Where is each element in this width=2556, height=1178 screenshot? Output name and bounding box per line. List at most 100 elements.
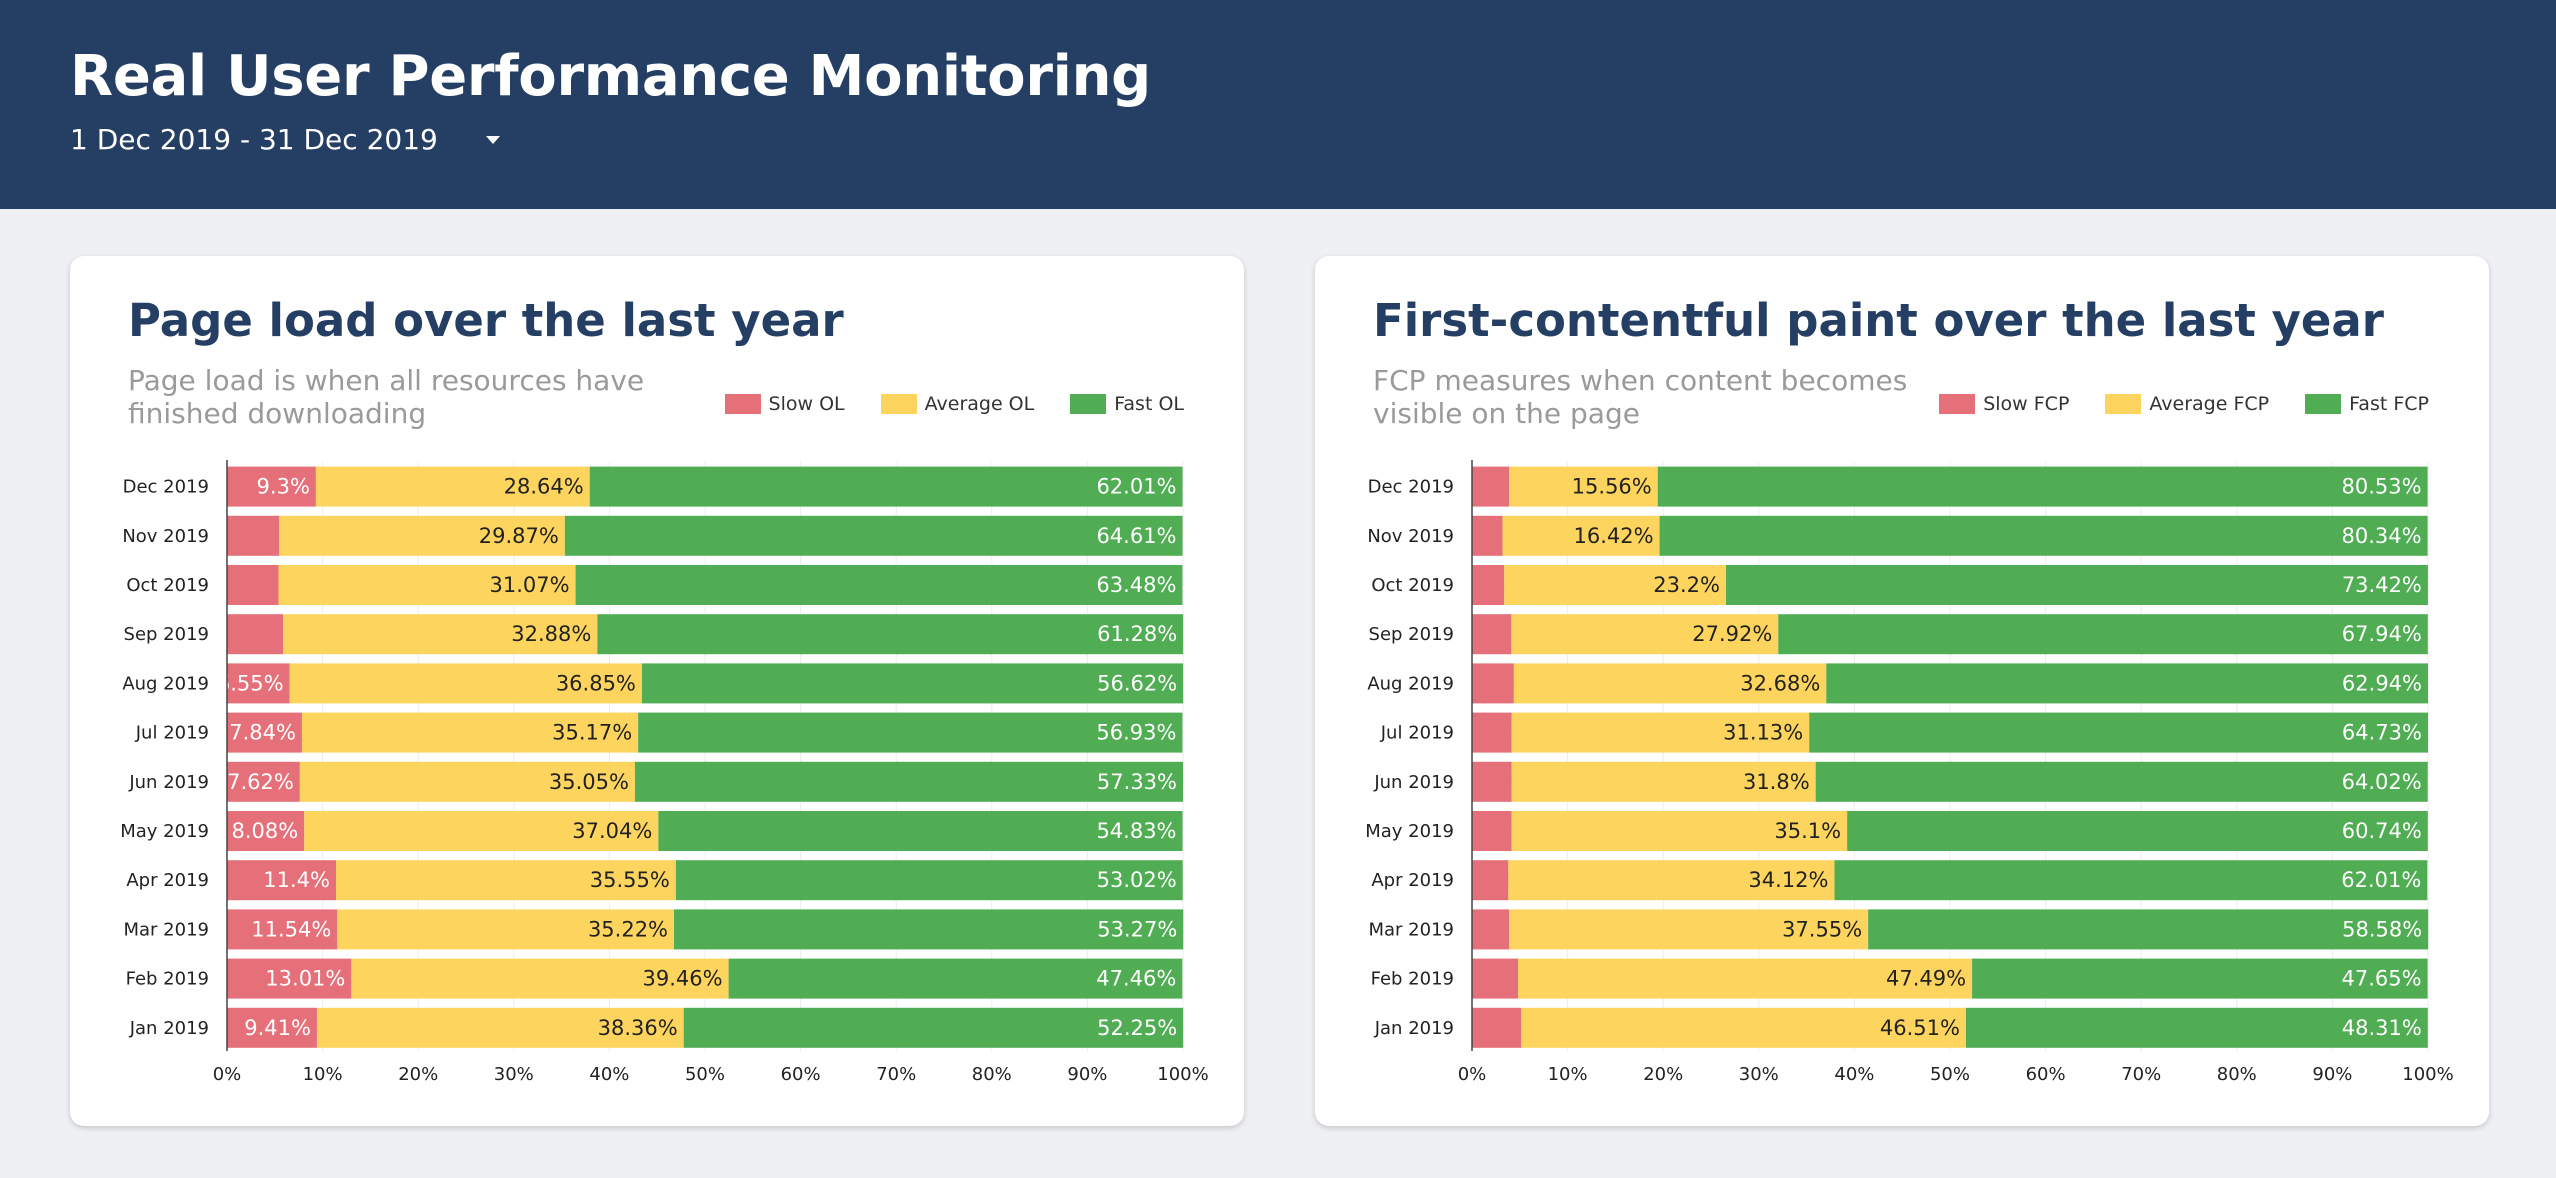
- legend-label-average: Average FCP: [2149, 393, 2270, 415]
- data-label-slow: 11.54%: [251, 917, 331, 941]
- data-label-average: 35.55%: [590, 868, 670, 892]
- data-label-fast: 58.58%: [2342, 917, 2422, 941]
- page-load-subtitle: Page load is when all resources have fin…: [128, 364, 645, 430]
- bar-average: [301, 712, 639, 753]
- bar-slow: [227, 909, 338, 950]
- legend-label-fast: Fast FCP: [2349, 393, 2429, 415]
- data-label-fast: 64.02%: [2342, 770, 2422, 794]
- data-label-fast: 52.25%: [1097, 1016, 1177, 1040]
- data-label-fast: 63.48%: [1096, 573, 1176, 597]
- bar-average: [1521, 1007, 1966, 1048]
- bar-slow: [227, 614, 284, 655]
- bar-average: [299, 761, 635, 802]
- date-range-value: 1 Dec 2019 - 31 Dec 2019: [70, 123, 438, 156]
- data-label-average: 35.1%: [1774, 819, 1841, 843]
- data-label-fast: 54.83%: [1096, 819, 1176, 843]
- bar-average: [279, 515, 565, 556]
- bar-average: [337, 909, 675, 950]
- x-tick-label: 20%: [398, 1064, 438, 1085]
- data-label-slow: 7.84%: [229, 721, 296, 745]
- bar-fast: [589, 466, 1183, 507]
- data-label-average: 35.17%: [552, 721, 632, 745]
- date-range-dropdown[interactable]: 1 Dec 2019 - 31 Dec 2019: [70, 120, 510, 160]
- data-label-fast: 73.42%: [2342, 573, 2422, 597]
- category-label: Sep 2019: [1369, 624, 1454, 645]
- bar-average: [1511, 614, 1779, 655]
- legend-swatch-fast: [1070, 394, 1107, 414]
- bar-average: [304, 811, 659, 851]
- x-tick-label: 30%: [1739, 1064, 1779, 1085]
- data-label-slow: 7.62%: [227, 770, 294, 794]
- fcp-title: First-contentful paint over the last yea…: [1373, 294, 2384, 347]
- x-tick-label: 60%: [781, 1064, 821, 1085]
- bar-fast: [641, 663, 1184, 704]
- bar-slow: [1472, 515, 1503, 556]
- data-label-fast: 80.53%: [2342, 475, 2422, 499]
- data-label-average: 28.64%: [504, 475, 584, 499]
- bar-slow: [1472, 466, 1509, 507]
- legend-item-average[interactable]: Average OL: [880, 393, 1034, 415]
- x-tick-label: 80%: [2217, 1064, 2257, 1085]
- legend-label-slow: Slow OL: [768, 393, 845, 415]
- data-label-fast: 47.46%: [1096, 967, 1176, 991]
- data-label-average: 39.46%: [643, 967, 723, 991]
- bar-fast: [675, 860, 1183, 901]
- bar-average: [315, 466, 590, 507]
- data-label-fast: 80.34%: [2342, 524, 2422, 548]
- category-label: Jul 2019: [135, 723, 209, 744]
- legend-item-fast[interactable]: Fast OL: [1070, 393, 1184, 415]
- data-label-slow: 9.3%: [257, 475, 310, 499]
- data-label-fast: 62.01%: [2341, 868, 2421, 892]
- data-label-fast: 61.28%: [1097, 622, 1177, 646]
- x-tick-label: 30%: [494, 1064, 534, 1085]
- legend-item-slow[interactable]: Slow OL: [724, 393, 845, 415]
- bar-average: [1511, 712, 1810, 753]
- bar-slow: [1472, 565, 1505, 605]
- bar-slow: [1472, 614, 1512, 655]
- fcp-subtitle: FCP measures when content becomes visibl…: [1373, 364, 1908, 430]
- data-label-average: 31.13%: [1723, 721, 1803, 745]
- bar-fast: [564, 515, 1183, 556]
- data-label-fast: 53.02%: [1097, 868, 1177, 892]
- category-label: Jun 2019: [1373, 772, 1454, 793]
- bar-slow: [227, 712, 302, 753]
- bar-fast: [1972, 958, 2428, 999]
- category-label: Mar 2019: [124, 919, 210, 940]
- data-label-average: 27.92%: [1692, 622, 1772, 646]
- fcp-card: First-contentful paint over the last yea…: [1315, 256, 2489, 1126]
- category-label: Feb 2019: [126, 969, 209, 990]
- data-label-average: 23.2%: [1653, 573, 1720, 597]
- bar-slow: [227, 811, 305, 851]
- data-label-fast: 62.01%: [1096, 475, 1176, 499]
- x-tick-label: 90%: [2312, 1064, 2352, 1085]
- data-label-average: 35.22%: [588, 917, 668, 941]
- legend-swatch-slow: [1939, 394, 1976, 414]
- bar-fast: [1965, 1007, 2428, 1048]
- bar-fast: [1815, 761, 2428, 802]
- legend-item-slow[interactable]: Slow FCP: [1939, 393, 2069, 415]
- legend-item-fast[interactable]: Fast FCP: [2305, 393, 2429, 415]
- category-label: Mar 2019: [1369, 919, 1455, 940]
- page-title: Real User Performance Monitoring: [70, 44, 1151, 109]
- bar-average: [278, 565, 576, 605]
- chevron-down-icon[interactable]: [486, 136, 500, 144]
- data-label-slow: 13.01%: [265, 967, 345, 991]
- page-load-legend: Slow OL Average OL Fast OL: [724, 393, 1184, 415]
- bar-fast: [1834, 860, 2428, 901]
- legend-swatch-average: [880, 394, 917, 414]
- data-label-fast: 56.62%: [1097, 671, 1177, 695]
- category-label: Apr 2019: [1371, 870, 1454, 891]
- legend-item-average[interactable]: Average FCP: [2105, 393, 2269, 415]
- bar-average: [1511, 761, 1816, 802]
- data-label-fast: 47.65%: [2342, 967, 2422, 991]
- bar-slow: [227, 958, 352, 999]
- bar-fast: [658, 811, 1183, 851]
- category-label: Apr 2019: [126, 870, 209, 891]
- bar-fast: [1868, 909, 2429, 950]
- category-label: Jan 2019: [129, 1018, 209, 1039]
- bar-fast: [1726, 565, 2428, 605]
- category-label: Nov 2019: [122, 526, 209, 547]
- bar-fast: [638, 712, 1183, 753]
- bar-slow: [1472, 761, 1512, 802]
